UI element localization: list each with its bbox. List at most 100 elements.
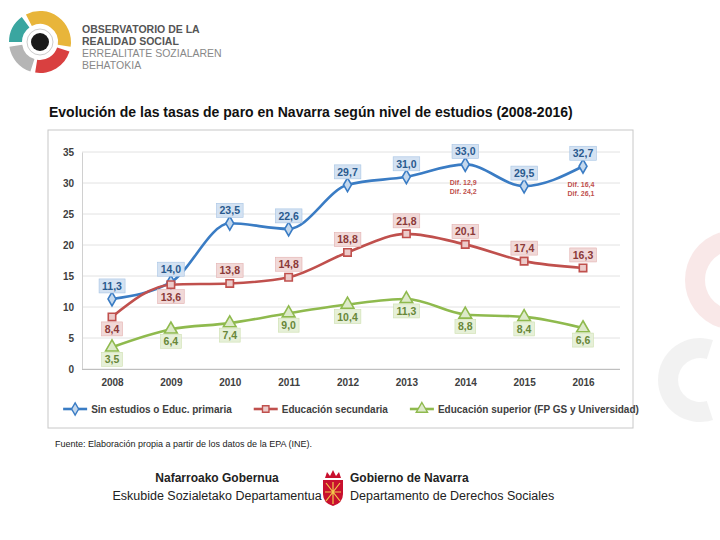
y-tick-label: 5	[68, 333, 74, 344]
y-tick: 25	[63, 209, 82, 220]
data-label-text: 13,6	[161, 291, 182, 303]
data-label-box	[573, 333, 594, 347]
data-label: 8,4	[102, 322, 123, 336]
marker	[579, 264, 586, 271]
data-label-text: 18,8	[337, 233, 358, 245]
data-label-box	[158, 262, 185, 276]
marker	[459, 307, 472, 318]
x-tick: 2013	[396, 369, 419, 388]
data-label: 11,3	[99, 279, 125, 293]
data-label-box	[334, 165, 361, 179]
x-tick-label: 2008	[101, 377, 124, 388]
marker	[403, 230, 410, 237]
annotation: Dif. 26,1	[568, 190, 595, 198]
legend-item: Educación superior (FP GS y Universidad)	[410, 402, 639, 415]
header-line: OBSERVATORIO DE LA	[82, 23, 200, 35]
x-tick: 2010	[219, 369, 242, 388]
data-label-text: 17,4	[514, 242, 535, 254]
data-label-box	[514, 322, 535, 336]
x-tick-label: 2014	[455, 377, 478, 388]
marker	[285, 274, 292, 281]
data-label-box	[393, 304, 419, 318]
data-label-text: 14,8	[278, 258, 299, 270]
data-label-text: 22,6	[278, 210, 299, 222]
crown	[325, 470, 341, 478]
data-label-text: 11,3	[396, 305, 416, 317]
deco-ring	[658, 338, 713, 422]
y-tick: 35	[63, 147, 82, 158]
data-label-box	[570, 248, 597, 262]
data-label-box	[217, 263, 244, 277]
x-axis-line	[82, 369, 620, 370]
logo	[9, 11, 71, 73]
data-label: 9,0	[278, 318, 299, 332]
footer-right: Departamento de Derechos Sociales	[350, 489, 554, 503]
data-label-box	[334, 310, 361, 324]
series-line	[112, 164, 583, 299]
data-label-box	[275, 257, 302, 271]
data-label: 8,8	[455, 319, 476, 333]
data-label-text: 20,1	[455, 225, 476, 237]
footer: Nafarroako GobernuaEskubide Sozialetako …	[112, 470, 554, 506]
y-tick-label: 35	[63, 147, 75, 158]
y-tick-label: 0	[68, 364, 74, 375]
data-label: 31,0	[393, 157, 420, 171]
y-tick: 15	[63, 271, 82, 282]
marker	[518, 310, 531, 321]
x-tick: 2008	[101, 369, 124, 388]
x-tick-label: 2009	[160, 377, 183, 388]
data-label-box	[455, 319, 476, 333]
x-tick: 2014	[455, 369, 478, 388]
data-labels: 11,314,023,522,629,731,033,029,532,78,41…	[99, 144, 596, 366]
marker	[223, 316, 236, 327]
marker	[461, 157, 469, 171]
shield	[323, 480, 343, 506]
logo-segment	[9, 17, 29, 42]
marker	[226, 216, 234, 230]
data-label: 23,5	[217, 203, 244, 217]
data-label-text: 6,4	[164, 335, 179, 347]
data-label-text: 33,0	[455, 145, 476, 157]
legend-item: Educación secundaria	[254, 404, 389, 415]
chart-frame	[48, 130, 633, 428]
coat-of-arms	[323, 470, 343, 506]
x-tick-label: 2015	[514, 377, 537, 388]
data-label: 18,8	[334, 232, 361, 246]
marker	[108, 292, 116, 306]
data-label-box	[452, 144, 479, 158]
grid-line	[82, 369, 620, 370]
data-label: 29,7	[334, 165, 361, 179]
marker	[226, 280, 233, 287]
data-label-text: 11,3	[102, 280, 122, 292]
data-label: 14,8	[275, 257, 302, 271]
data-label-box	[393, 157, 420, 171]
marker	[520, 179, 528, 193]
data-label: 16,3	[570, 248, 597, 262]
annotation: Dif. 16,4	[568, 181, 595, 189]
data-label-box	[99, 279, 125, 293]
y-axis: 05101520253035	[63, 147, 83, 375]
data-label: 7,4	[219, 328, 240, 342]
x-tick: 2011	[278, 369, 300, 388]
marker	[165, 322, 178, 333]
data-label-box	[158, 290, 185, 304]
legend-marker	[416, 402, 427, 412]
data-label: 22,6	[275, 209, 302, 223]
data-label-text: 8,4	[105, 323, 120, 335]
data-label-text: 9,0	[281, 319, 296, 331]
data-label-text: 6,6	[576, 334, 591, 346]
marker	[577, 321, 590, 332]
y-tick-label: 25	[63, 209, 75, 220]
data-label-box	[278, 318, 299, 332]
data-label-text: 8,8	[458, 320, 473, 332]
data-label-text: 14,0	[161, 263, 182, 275]
header-line: BEHATOKIA	[82, 59, 141, 71]
marker	[167, 275, 175, 289]
data-label-text: 16,3	[573, 249, 594, 261]
legend-label: Sin estudios o Educ. primaria	[91, 404, 232, 415]
x-tick-label: 2011	[278, 377, 300, 388]
source-note: Fuente: Elaboración propia a partir de l…	[55, 439, 312, 449]
data-label: 8,4	[514, 322, 535, 336]
data-label: 32,7	[570, 146, 597, 160]
data-label: 6,6	[573, 333, 594, 347]
